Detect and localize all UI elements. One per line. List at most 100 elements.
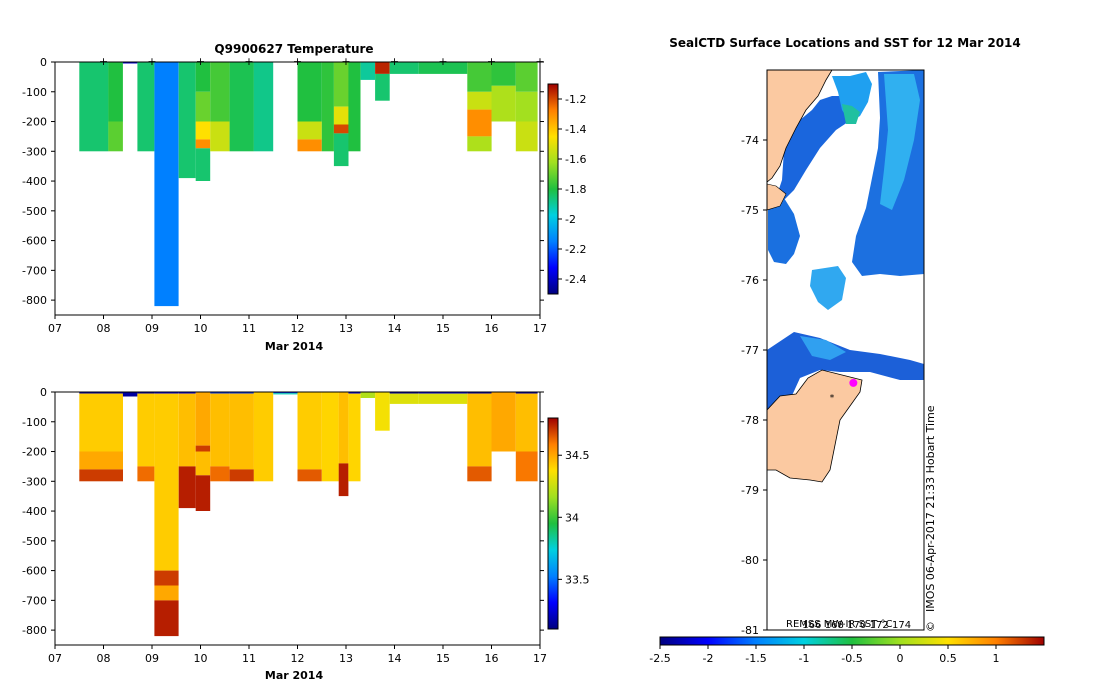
land-ross-island-coast <box>767 369 863 483</box>
profile-cell <box>273 392 298 394</box>
profile-cell <box>467 392 492 394</box>
profile-cell <box>515 392 538 394</box>
profile-cell <box>297 121 322 140</box>
colorbar-tick-label: -1.2 <box>565 93 586 106</box>
temperature-colorbar-ticks: -1.2 -1.4 -1.6 -1.8 -2 -2.2 -2.4 <box>558 93 586 286</box>
colorbar-tick-label: -2.2 <box>565 243 586 256</box>
sst-patch-north-green <box>842 104 860 124</box>
lat-tick-label: -78 <box>741 414 759 427</box>
profile-cell <box>79 469 123 482</box>
temperature-cells <box>79 62 538 307</box>
y-tick-label: -600 <box>22 235 47 248</box>
x-tick-label: 09 <box>145 652 159 665</box>
y-tick-label: 0 <box>40 56 47 69</box>
profile-cell <box>137 466 155 482</box>
profile-cell <box>297 469 322 482</box>
colorbar-tick-label: -1.8 <box>565 183 586 196</box>
profile-cell <box>418 62 468 74</box>
profile-cell <box>229 393 254 470</box>
profile-cell <box>348 62 361 152</box>
profile-cell <box>195 62 211 92</box>
y-tick-label: -100 <box>22 416 47 429</box>
profile-cell <box>195 451 211 476</box>
sst-colorbar-tick-label: 0 <box>897 652 904 665</box>
x-tick-label: 11 <box>242 652 256 665</box>
x-tick-label: 09 <box>145 322 159 335</box>
sst-colorbar <box>659 636 1045 646</box>
lon-tick-label: 170 <box>847 620 866 631</box>
profile-cell <box>515 91 538 122</box>
profile-cell <box>389 62 419 74</box>
y-tick-label: -400 <box>22 175 47 188</box>
map-area: * 166 168 170 172 174 REMSS MW-IR SST °C <box>767 70 924 631</box>
y-tick-label: -500 <box>22 535 47 548</box>
x-tick-label: 17 <box>533 322 547 335</box>
profile-cell <box>360 392 376 398</box>
salinity-panel: 0 -100 -200 -300 -400 -500 -600 -700 -800 07 08 09… <box>22 386 589 682</box>
temperature-colorbar <box>547 83 559 295</box>
x-tick-label: 16 <box>485 652 499 665</box>
profile-cell <box>491 392 516 452</box>
profile-cell <box>154 600 179 637</box>
y-tick-label: -200 <box>22 116 47 129</box>
y-tick-label: -100 <box>22 86 47 99</box>
y-tick-label: -200 <box>22 446 47 459</box>
sst-patch-west-coast <box>776 96 852 200</box>
profile-cell <box>154 570 179 586</box>
lon-tick-label: 166 <box>802 620 821 631</box>
profile-cell <box>195 392 211 446</box>
profile-cell <box>321 62 334 152</box>
colorbar-tick-label: 34 <box>565 511 579 524</box>
x-tick-label: 07 <box>48 652 62 665</box>
sst-colorbar-tick-label: 0.5 <box>939 652 957 665</box>
profile-cell <box>338 392 349 464</box>
sst-patch-ice-shelf <box>767 332 924 416</box>
profile-cell <box>195 475 211 511</box>
profile-cell <box>195 445 211 452</box>
x-tick-label: 08 <box>97 322 111 335</box>
profile-cell <box>210 392 230 394</box>
profile-cell <box>491 85 516 122</box>
sst-patch-east-light <box>880 74 920 210</box>
profile-cell <box>79 451 123 470</box>
sst-ocean-patches <box>767 70 924 416</box>
y-tick-label: -600 <box>22 565 47 578</box>
profile-cell <box>79 62 109 152</box>
profile-cell <box>195 139 211 149</box>
profile-cell <box>515 62 538 92</box>
sst-patch-west-lower <box>768 198 800 264</box>
profile-cell <box>515 121 538 152</box>
sst-patch-ice-shelf-light <box>800 336 846 360</box>
profile-cell <box>418 392 468 394</box>
profile-cell <box>79 393 123 452</box>
profile-cell <box>467 136 492 152</box>
y-tick-label: -700 <box>22 264 47 277</box>
profile-cell <box>418 393 468 404</box>
lat-tick-label: -80 <box>741 554 759 567</box>
sst-colorbar-tick-label: -0.5 <box>841 652 862 665</box>
y-tick-label: -300 <box>22 145 47 158</box>
x-tick-label: 13 <box>339 322 353 335</box>
x-tick-label: 12 <box>291 322 305 335</box>
y-tick-label: -400 <box>22 505 47 518</box>
y-tick-label: -800 <box>22 624 47 637</box>
profile-cell <box>195 148 211 181</box>
profile-cell <box>375 392 390 431</box>
profile-cell <box>195 91 211 122</box>
profile-cell <box>321 392 339 482</box>
profile-cell <box>122 392 138 397</box>
latitude-axis: -74 -75 -76 -77 -78 -79 -80 -81 <box>741 134 767 637</box>
profile-cell <box>195 121 211 140</box>
land-victoria-land <box>767 70 833 183</box>
x-tick-label: 15 <box>436 322 450 335</box>
x-tick-label: 11 <box>242 322 256 335</box>
profile-cell <box>338 463 349 497</box>
temperature-x-axis: 07 08 09 10 11 12 13 14 15 16 17 <box>48 315 547 335</box>
profile-cell <box>333 62 349 107</box>
land-masses <box>767 70 863 483</box>
profile-cell <box>210 62 230 122</box>
sst-map-panel: SealCTD Surface Locations and SST for 12… <box>649 36 1045 665</box>
salinity-cells <box>79 392 538 637</box>
temperature-panel: Q9900627 Temperature + + + + + + + + + + 0-100-20… <box>22 42 586 353</box>
colorbar-tick-label: -2.4 <box>565 273 586 286</box>
